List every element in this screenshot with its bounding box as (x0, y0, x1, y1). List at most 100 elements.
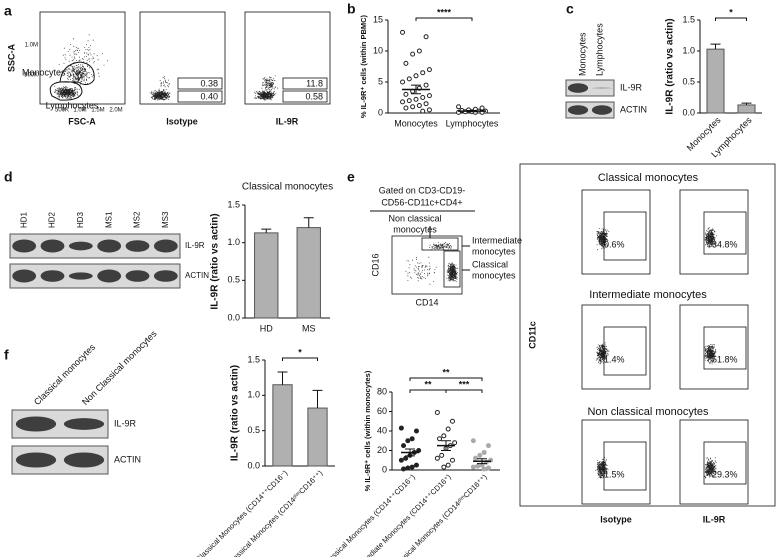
label: 1.4% (604, 354, 625, 364)
label: monocytes (472, 270, 516, 280)
label: 500K (55, 108, 69, 114)
band (68, 272, 93, 280)
label: 1.0M (73, 108, 86, 114)
label: HD2 (48, 211, 57, 228)
point (426, 107, 432, 113)
gate (282, 77, 328, 90)
label: MS1 (104, 211, 113, 228)
y-tick-label: 0 (382, 464, 387, 474)
point (470, 464, 476, 470)
gate (59, 61, 95, 86)
point (398, 425, 404, 431)
y-tick-label: 40 (377, 425, 387, 435)
x-tick-label: Monocytes (394, 118, 438, 128)
gate (603, 211, 647, 261)
point (481, 449, 487, 455)
significance-label: * (729, 7, 733, 17)
significance-label: * (298, 347, 302, 357)
label: IL-9R (703, 514, 726, 524)
label: Isotype (166, 116, 198, 126)
significance-bracket (409, 389, 447, 393)
label: 0.40 (200, 91, 218, 101)
plot-frame (679, 419, 749, 505)
label: Non classical (388, 213, 441, 223)
label: 0.58 (305, 91, 323, 101)
point (406, 98, 412, 104)
panel-letter: d (4, 169, 13, 185)
bar (296, 227, 321, 319)
panel-letter: a (4, 3, 12, 19)
panel-letter: c (566, 1, 574, 17)
point (456, 104, 462, 110)
label: Non Classical monocytes (80, 328, 159, 407)
gate (703, 326, 747, 370)
label: ACTIN (185, 271, 209, 280)
band (40, 270, 65, 282)
label: 1.5M (91, 108, 104, 114)
gate (49, 81, 83, 101)
point (423, 101, 429, 107)
blot (9, 233, 181, 259)
bar (737, 104, 756, 114)
band (125, 270, 150, 282)
point (401, 443, 407, 449)
point (441, 433, 447, 439)
band (63, 452, 105, 468)
chart-title: Classical monocytes (242, 182, 333, 193)
point (423, 34, 429, 40)
gate (443, 250, 461, 288)
point (477, 452, 483, 458)
label: 1.0M (25, 43, 38, 49)
point (473, 455, 479, 461)
point (434, 455, 440, 461)
point (475, 463, 481, 469)
label: 0.38 (200, 78, 218, 88)
gate (603, 326, 647, 376)
label: Monocytes (577, 32, 587, 76)
band (153, 270, 178, 282)
significance-label: **** (437, 7, 452, 17)
label: 1.5% (604, 469, 625, 479)
gate (177, 77, 223, 90)
label: Intermediate monocytes (589, 289, 707, 301)
point (398, 457, 404, 463)
band (567, 105, 589, 115)
point (485, 443, 491, 449)
significance-label: ** (442, 367, 450, 377)
band (12, 239, 37, 253)
label: 51.8% (712, 354, 738, 364)
bar (307, 407, 328, 467)
label: CD56-CD11c+CD4+ (381, 197, 462, 207)
y-tick-label: 0.5 (247, 425, 260, 435)
point (434, 409, 440, 415)
plot-frame (581, 189, 651, 275)
point (439, 452, 445, 458)
label: MS2 (133, 211, 142, 228)
label: CD14 (415, 297, 438, 307)
significance-bracket (409, 377, 483, 381)
y-tick-label: 1.5 (682, 14, 695, 24)
error-bar (741, 102, 752, 105)
gate (282, 90, 328, 103)
point (479, 105, 485, 111)
cell-dots (254, 75, 279, 101)
point (405, 465, 411, 471)
point (405, 438, 411, 444)
label: Lymphocytes (594, 23, 604, 76)
cell-dots (405, 242, 458, 285)
point (403, 91, 409, 97)
band (40, 239, 65, 253)
gate (177, 90, 223, 103)
label: 34.8% (712, 239, 738, 249)
point (409, 436, 415, 442)
y-tick-label: 20 (377, 445, 387, 455)
y-tick-label: 1.0 (247, 390, 260, 400)
point (413, 73, 419, 79)
panel-letter: b (347, 1, 356, 17)
label: CD16 (370, 253, 380, 276)
y-tick-label: 0.5 (682, 76, 695, 86)
band (567, 83, 589, 93)
label: Intermediate (472, 235, 522, 245)
plot-frame (679, 304, 749, 390)
x-tick-label: HD (260, 323, 273, 333)
